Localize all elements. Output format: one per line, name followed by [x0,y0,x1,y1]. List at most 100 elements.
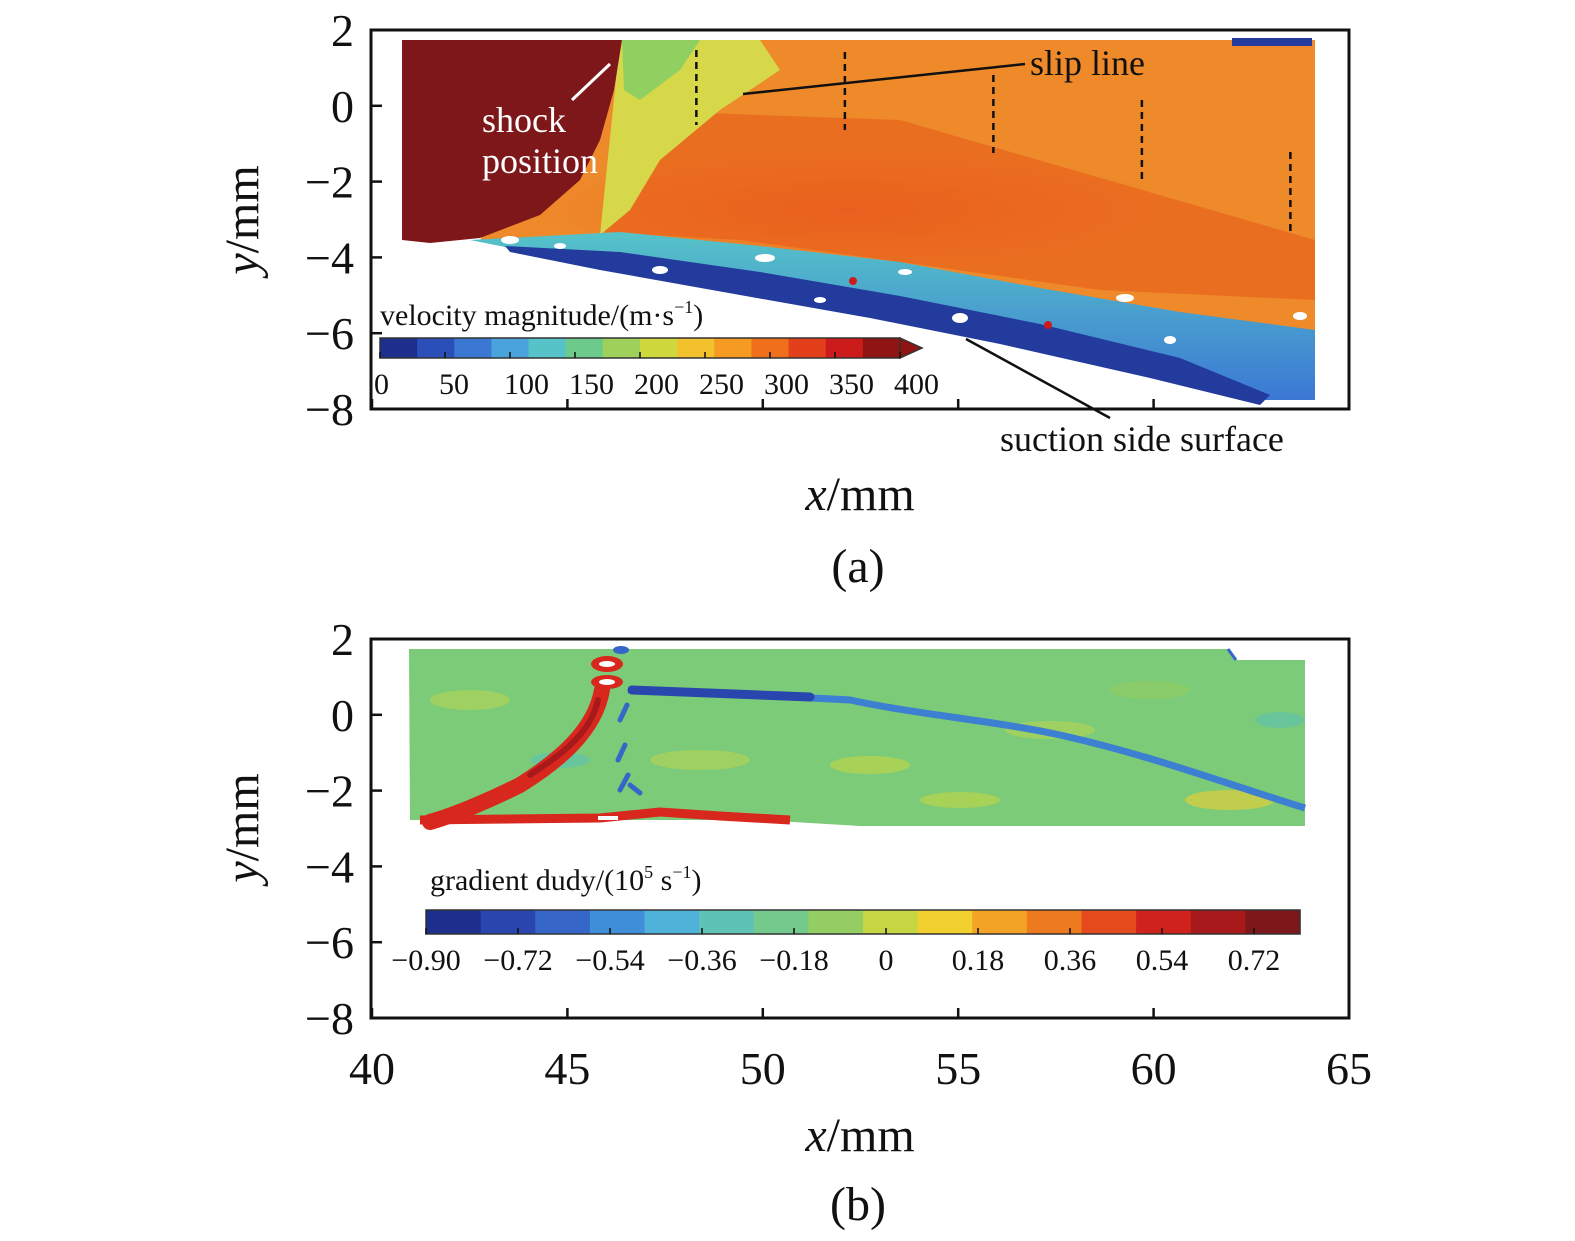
panel-b: −0.90 −0.72 −0.54 −0.36 −0.18 0 0.18 0.36 0.54 0.… [216,614,1372,1231]
colorbar-tick-label: 0 [374,368,389,401]
suction-label: suction side surface [1000,419,1284,459]
panel-b-xlabel: x/mm [804,1109,914,1162]
colorbar-segment [602,338,641,358]
colorbar-segment [417,338,455,358]
gradient-colorbar: −0.90 −0.72 −0.54 −0.36 −0.18 0 0.18 0.36 0.54 0.… [391,909,1301,977]
y-tick-label: 0 [331,81,354,132]
colorbar-tick-label: 300 [764,368,809,401]
slip-line-pointer [742,62,1026,96]
colorbar-segment [535,910,591,934]
colorbar-segment [528,338,567,358]
y-tick-label: 2 [331,5,354,56]
panel-a-xlabel: x/mm [804,468,914,521]
colorbar-tick-label: −0.90 [391,944,460,977]
colorbar-segment [1136,910,1192,934]
x-tick-label: 45 [544,1043,590,1094]
gradient-texture-patches [430,681,1305,810]
velocity-colorbar: 0 50 100 150 200 250 300 350 400 [374,336,939,401]
velocity-red-spot [849,277,857,285]
shock-pointer [570,62,612,102]
panel-b-y-ticks: 2 0 −2 −4 −6 −8 [305,614,382,1044]
colorbar-tick-label: 0.18 [952,944,1005,977]
colorbar-segment [862,338,901,358]
colorbar-segment [699,910,755,934]
panel-a-ylabel: y/mm [216,165,269,279]
colorbar-segment [491,338,530,358]
gradient-shock-highlight [599,679,615,685]
colorbar-tick-label: 100 [504,368,549,401]
colorbar-tick-label: 0 [879,944,894,977]
velocity-red-spot [1044,321,1052,329]
colorbar-tick-label: 400 [894,368,939,401]
gradient-expansion-streak [615,702,643,796]
panel-b-axes-frame [369,637,1351,1020]
gradient-field-background [409,649,1305,826]
colorbar-frame [425,909,1301,935]
gradient-wall-highlight [598,816,618,820]
suction-pointer [965,337,1111,420]
gradient-shock-core [527,697,601,778]
velocity-shock-region [402,40,622,243]
colorbar-segment [1026,910,1083,934]
y-tick-label: −2 [305,157,354,208]
velocity-colorbar-title: velocity magnitude/(m·s−1) [380,297,703,332]
colorbar-tick-label: 0.36 [1044,944,1097,977]
velocity-corner-artifact [1232,38,1312,46]
colorbar-segment [714,338,753,358]
colorbar-overflow-arrow [899,336,924,360]
colorbar-segment [565,338,604,358]
colorbar-segment [426,910,482,934]
colorbar-segment [480,910,536,934]
colorbar-tick-label: 250 [699,368,744,401]
slip-line-markers [695,50,1292,232]
colorbar-segment [808,910,864,934]
gradient-corner-artifact [1226,648,1238,661]
colorbar-tick-label: 0.72 [1228,944,1281,977]
colorbar-segment [751,338,790,358]
colorbar-segment [677,338,715,358]
gradient-slip-core [627,685,815,702]
colorbar-tick-label: 0.54 [1136,944,1189,977]
panel-a-y-ticks: 2 0 −2 −4 −6 −8 [305,5,382,435]
colorbar-segment [644,910,700,934]
panel-a-field [402,38,1315,405]
y-tick-label: −8 [305,384,354,435]
colorbar-tick-label: −0.72 [483,944,552,977]
panel-a-x-ticks [370,399,1351,409]
y-tick-label: −6 [305,308,354,359]
colorbar-segment [380,338,418,358]
y-tick-label: −2 [305,766,354,817]
x-tick-label: 50 [740,1043,786,1094]
gradient-shock-highlight [599,661,615,667]
panel-b-caption: (b) [830,1178,886,1231]
y-tick-label: −4 [305,232,354,283]
colorbar-segment [825,338,864,358]
colorbar-tick-label: 350 [829,368,874,401]
panel-b-x-ticks: 40 45 50 55 60 65 [349,1008,1372,1094]
y-tick-label: 2 [331,614,354,665]
shock-label-line2: position [482,141,598,181]
velocity-post-shock-green [622,40,700,100]
colorbar-segment [788,338,827,358]
velocity-wall-layer [505,246,1270,405]
y-tick-label: −8 [305,993,354,1044]
colorbar-segment [917,910,973,934]
colorbar-segment [863,910,919,934]
gradient-wall-band [419,807,791,825]
gradient-top-artifact [613,646,629,654]
colorbar-tick-label: −0.36 [667,944,736,977]
x-tick-label: 65 [1326,1043,1372,1094]
colorbar-tick-label: 50 [439,368,469,401]
panel-b-field [409,646,1307,830]
colorbar-tick-label: 200 [634,368,679,401]
colorbar-segment [972,910,1028,934]
colorbar-segment [1190,910,1246,934]
y-tick-label: −6 [305,917,354,968]
colorbar-tick-label: 150 [569,368,614,401]
gradient-colorbar-title: gradient dudy/(105 s−1) [430,862,701,897]
colorbar-tick-label: −0.18 [759,944,828,977]
y-tick-label: −4 [305,841,354,892]
colorbar-segment [454,338,493,358]
colorbar-segment [753,910,809,934]
